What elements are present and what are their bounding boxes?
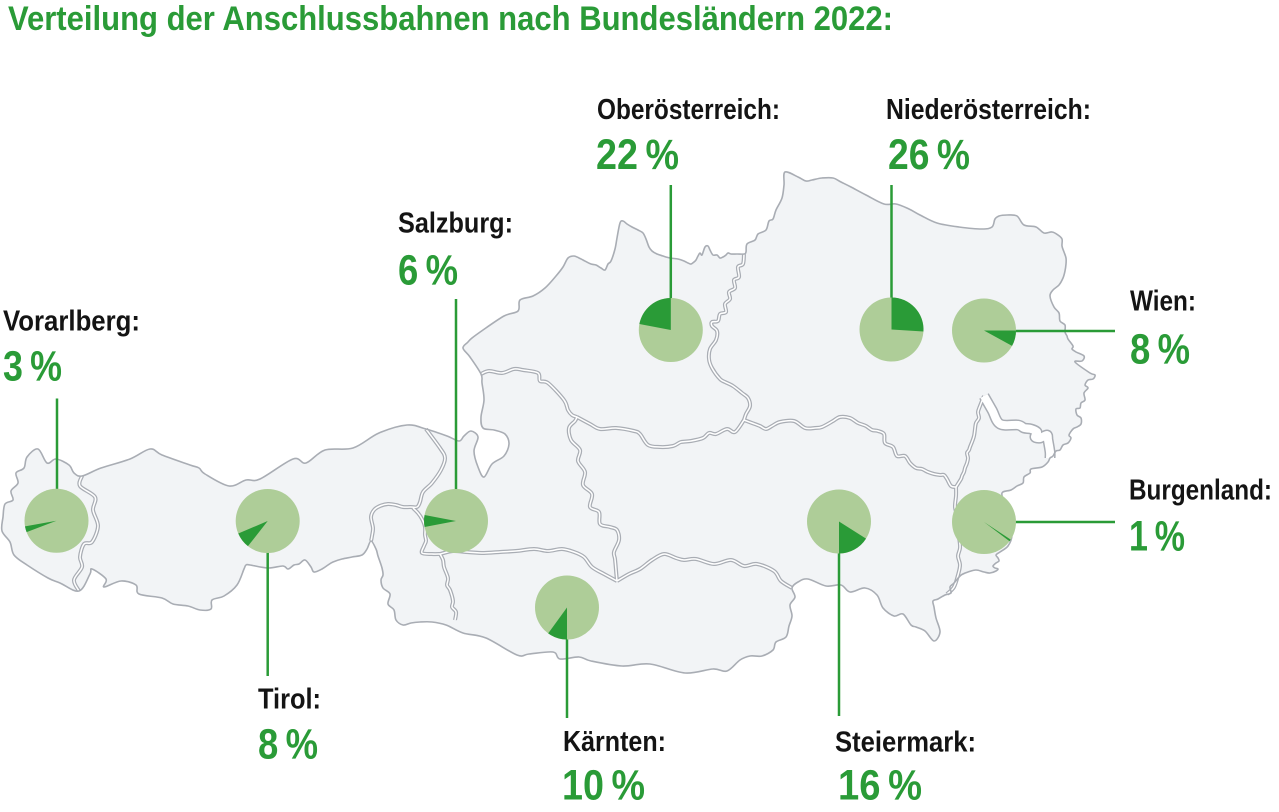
svg-text:8 %: 8 % xyxy=(1130,326,1190,374)
svg-text:22 %: 22 % xyxy=(596,131,679,179)
svg-text:Kärnten:: Kärnten: xyxy=(563,726,666,758)
svg-text:16 %: 16 % xyxy=(838,762,922,808)
svg-text:Steiermark:: Steiermark: xyxy=(835,727,976,759)
svg-text:10 %: 10 % xyxy=(562,762,645,808)
svg-text:Burgenland:: Burgenland: xyxy=(1129,475,1272,507)
svg-text:Vorarlberg:: Vorarlberg: xyxy=(3,306,140,338)
svg-text:Tirol:: Tirol: xyxy=(258,684,321,716)
svg-text:3 %: 3 % xyxy=(3,343,62,391)
svg-text:8 %: 8 % xyxy=(258,721,318,769)
svg-text:6 %: 6 % xyxy=(398,247,458,295)
svg-text:1 %: 1 % xyxy=(1129,513,1185,561)
svg-text:Verteilung der Anschlussbahnen: Verteilung der Anschlussbahnen nach Bund… xyxy=(8,0,893,38)
svg-text:Salzburg:: Salzburg: xyxy=(398,208,513,240)
svg-text:Oberösterreich:: Oberösterreich: xyxy=(597,94,780,126)
svg-text:Niederösterreich:: Niederösterreich: xyxy=(886,94,1091,126)
svg-text:26 %: 26 % xyxy=(888,131,970,179)
svg-text:Wien:: Wien: xyxy=(1130,286,1196,318)
